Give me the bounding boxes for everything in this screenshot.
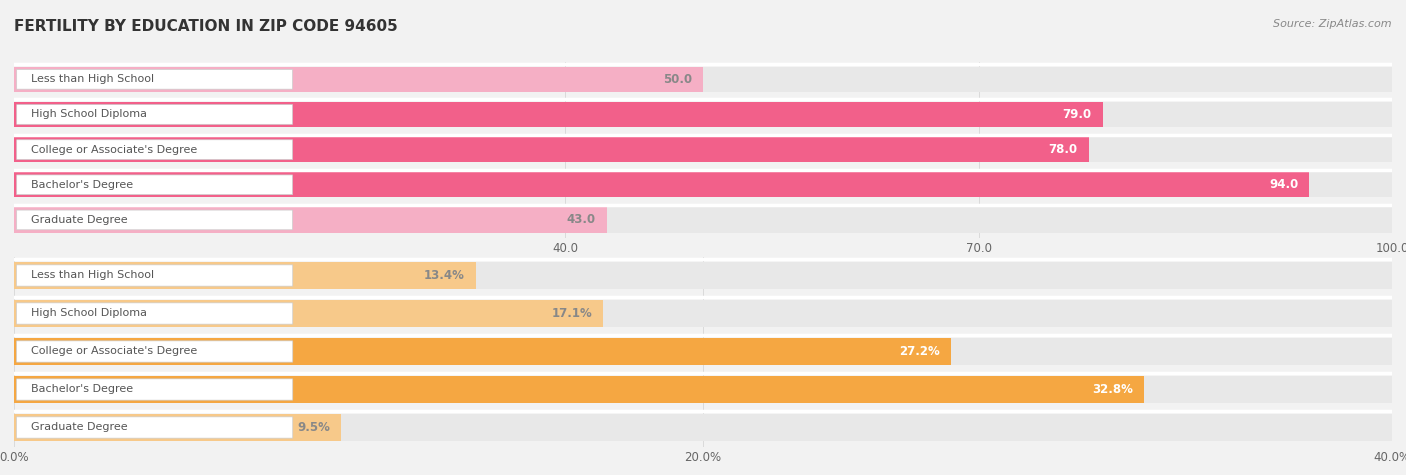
Text: 50.0: 50.0 — [662, 73, 692, 86]
Bar — [14, 338, 1392, 365]
FancyBboxPatch shape — [17, 303, 292, 324]
FancyBboxPatch shape — [17, 341, 292, 362]
Text: Source: ZipAtlas.com: Source: ZipAtlas.com — [1274, 19, 1392, 29]
Text: 17.1%: 17.1% — [551, 307, 592, 320]
Bar — [14, 102, 1102, 127]
Text: College or Associate's Degree: College or Associate's Degree — [31, 346, 197, 357]
Bar — [14, 137, 1088, 162]
Text: Less than High School: Less than High School — [31, 270, 153, 281]
Text: 27.2%: 27.2% — [900, 345, 941, 358]
Bar — [14, 172, 1392, 198]
FancyBboxPatch shape — [17, 210, 292, 230]
Bar — [14, 66, 703, 92]
Bar — [14, 376, 1144, 403]
FancyBboxPatch shape — [17, 140, 292, 160]
Text: Graduate Degree: Graduate Degree — [31, 215, 127, 225]
Text: Less than High School: Less than High School — [31, 74, 153, 85]
FancyBboxPatch shape — [17, 104, 292, 124]
FancyBboxPatch shape — [17, 265, 292, 286]
Text: 78.0: 78.0 — [1049, 143, 1078, 156]
Text: 9.5%: 9.5% — [298, 421, 330, 434]
Text: College or Associate's Degree: College or Associate's Degree — [31, 144, 197, 155]
Text: FERTILITY BY EDUCATION IN ZIP CODE 94605: FERTILITY BY EDUCATION IN ZIP CODE 94605 — [14, 19, 398, 34]
Text: Bachelor's Degree: Bachelor's Degree — [31, 384, 132, 395]
Text: 79.0: 79.0 — [1063, 108, 1091, 121]
Text: 13.4%: 13.4% — [423, 269, 464, 282]
FancyBboxPatch shape — [17, 379, 292, 400]
Bar — [14, 300, 603, 327]
Bar — [14, 102, 1392, 127]
FancyBboxPatch shape — [17, 175, 292, 195]
Bar — [14, 262, 475, 289]
Bar — [14, 414, 342, 441]
Bar — [14, 66, 1392, 92]
Text: Bachelor's Degree: Bachelor's Degree — [31, 180, 132, 190]
Bar — [14, 137, 1392, 162]
Bar — [14, 172, 1309, 198]
Bar — [14, 414, 1392, 441]
Bar — [14, 207, 606, 233]
Bar — [14, 338, 950, 365]
Bar — [14, 376, 1392, 403]
Text: Graduate Degree: Graduate Degree — [31, 422, 127, 433]
FancyBboxPatch shape — [17, 69, 292, 89]
Text: 94.0: 94.0 — [1270, 178, 1298, 191]
Text: 32.8%: 32.8% — [1092, 383, 1133, 396]
Bar — [14, 262, 1392, 289]
FancyBboxPatch shape — [17, 417, 292, 438]
Text: High School Diploma: High School Diploma — [31, 308, 146, 319]
Text: 43.0: 43.0 — [567, 213, 596, 227]
Bar — [14, 300, 1392, 327]
Text: High School Diploma: High School Diploma — [31, 109, 146, 120]
Bar — [14, 207, 1392, 233]
